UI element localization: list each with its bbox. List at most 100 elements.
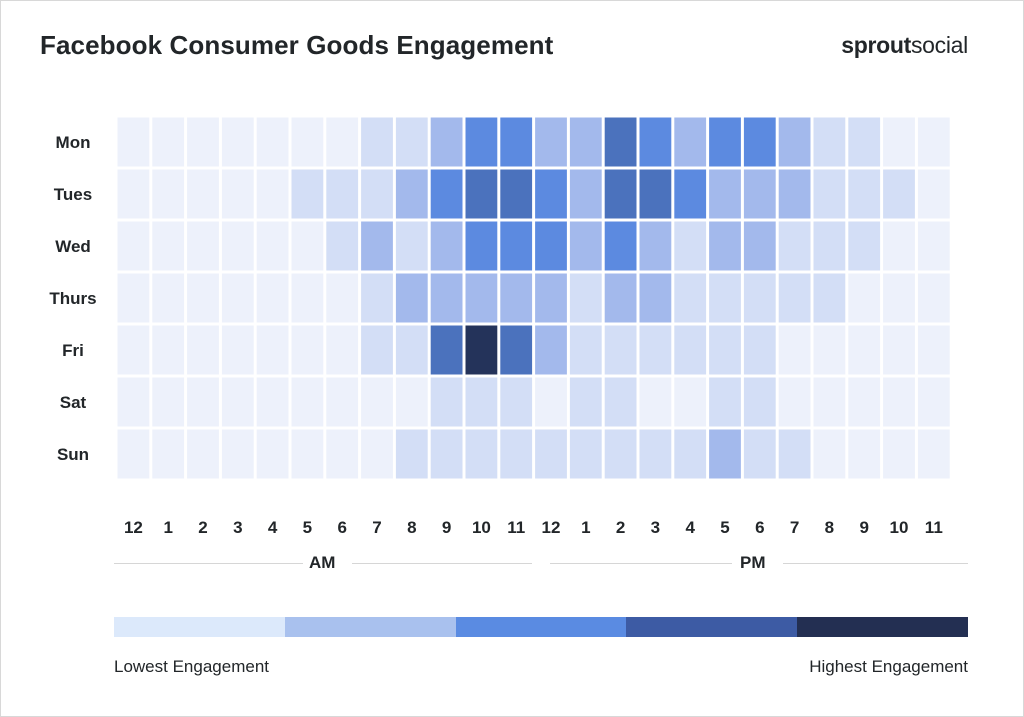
am-line-left: [114, 563, 304, 564]
heatmap-cell: [152, 117, 185, 167]
heatmap-cell: [291, 221, 324, 271]
heatmap-cell: [569, 325, 602, 375]
heatmap-cell: [778, 221, 811, 271]
column-label: 11: [507, 518, 525, 537]
heatmap-cell: [117, 117, 150, 167]
heatmap-cell: [639, 325, 672, 375]
heatmap-cell: [778, 377, 811, 427]
heatmap-cell: [709, 221, 741, 271]
column-label: 7: [790, 518, 799, 537]
heatmap-cell: [604, 169, 637, 219]
heatmap-cell: [256, 325, 289, 375]
heatmap-cell: [917, 117, 950, 167]
heatmap-cell: [395, 429, 428, 479]
heatmap-cell: [569, 169, 602, 219]
column-label: 9: [442, 518, 451, 537]
heatmap-cell: [535, 377, 567, 427]
heatmap-cell: [535, 325, 567, 375]
heatmap-cell: [569, 273, 602, 323]
column-label: 5: [720, 518, 729, 537]
legend-swatch: [797, 617, 968, 637]
heatmap-cell: [883, 221, 915, 271]
pm-label: PM: [734, 553, 772, 573]
heatmap-cell: [813, 429, 846, 479]
heatmap-cell: [430, 221, 463, 271]
heatmap-cell: [709, 273, 741, 323]
heatmap-cell: [361, 169, 393, 219]
heatmap-cell: [743, 377, 776, 427]
heatmap-cell: [848, 117, 881, 167]
heatmap-cell: [221, 377, 254, 427]
heatmap-cell: [395, 221, 428, 271]
heatmap-cell: [395, 117, 428, 167]
row-label: Mon: [56, 133, 91, 152]
heatmap-cell: [639, 429, 672, 479]
heatmap-cell: [848, 325, 881, 375]
heatmap-cell: [187, 429, 219, 479]
heatmap-cell: [221, 325, 254, 375]
heatmap-cell: [500, 169, 533, 219]
heatmap-cell: [639, 377, 672, 427]
heatmap-cell: [256, 377, 289, 427]
heatmap-cell: [326, 169, 359, 219]
heatmap-cell: [256, 273, 289, 323]
heatmap-cell: [291, 117, 324, 167]
heatmap-cell: [152, 429, 185, 479]
heatmap-cell: [883, 325, 915, 375]
column-label: 8: [825, 518, 834, 537]
heatmap-cell: [883, 377, 915, 427]
heatmap-cell: [361, 273, 393, 323]
heatmap-cell: [500, 325, 533, 375]
column-label: 12: [542, 518, 561, 537]
heatmap-cell: [535, 429, 567, 479]
heatmap-cell: [465, 377, 498, 427]
heatmap-cell: [326, 377, 359, 427]
heatmap-cell: [604, 377, 637, 427]
heatmap-cell: [709, 169, 741, 219]
heatmap-cell: [187, 221, 219, 271]
heatmap-cell: [465, 169, 498, 219]
column-label: 2: [616, 518, 625, 537]
heatmap-cell: [326, 273, 359, 323]
heatmap-cell: [361, 117, 393, 167]
heatmap-cell: [569, 377, 602, 427]
heatmap-cell: [813, 117, 846, 167]
heatmap-cell: [535, 117, 567, 167]
heatmap-cell: [152, 377, 185, 427]
heatmap-cell: [430, 429, 463, 479]
heatmap-cell: [221, 429, 254, 479]
heatmap-cell: [326, 117, 359, 167]
heatmap-cell: [917, 221, 950, 271]
heatmap-cell: [604, 117, 637, 167]
heatmap-cell: [917, 377, 950, 427]
heatmap-cell: [117, 221, 150, 271]
heatmap-cell: [743, 169, 776, 219]
heatmap-cell: [465, 325, 498, 375]
heatmap-cell: [430, 377, 463, 427]
row-label: Wed: [55, 237, 91, 256]
heatmap-cell: [674, 273, 707, 323]
heatmap-cell: [291, 377, 324, 427]
row-label: Fri: [62, 341, 84, 360]
column-label: 7: [372, 518, 381, 537]
heatmap-cell: [535, 273, 567, 323]
heatmap-cell: [674, 117, 707, 167]
heatmap-cell: [430, 273, 463, 323]
heatmap-cell: [674, 221, 707, 271]
heatmap-cell: [500, 273, 533, 323]
heatmap-cell: [535, 221, 567, 271]
legend-swatch: [114, 617, 285, 637]
heatmap-cell: [256, 429, 289, 479]
heatmap-cell: [848, 273, 881, 323]
column-label: 4: [685, 518, 695, 537]
heatmap-cell: [709, 325, 741, 375]
heatmap-cell: [187, 169, 219, 219]
heatmap-cell: [291, 429, 324, 479]
heatmap-cell: [291, 169, 324, 219]
heatmap-cell: [848, 377, 881, 427]
heatmap-cell: [883, 169, 915, 219]
heatmap-cell: [361, 325, 393, 375]
heatmap-cell: [883, 273, 915, 323]
heatmap-cell: [917, 273, 950, 323]
brand-logo-part2: social: [910, 32, 968, 58]
